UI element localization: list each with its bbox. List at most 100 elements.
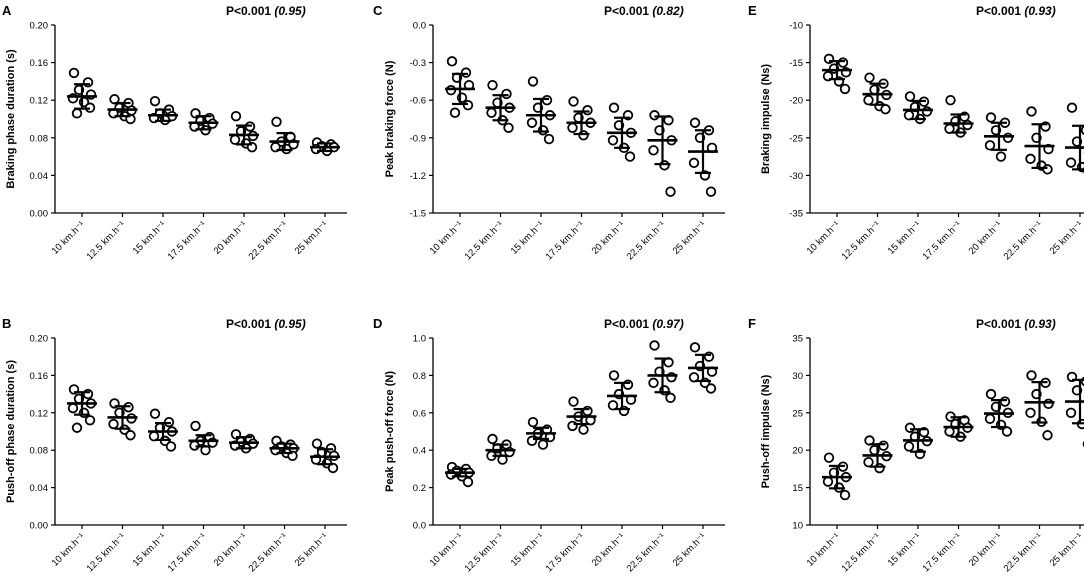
y-axis-label: Push-off phase duration (s) xyxy=(5,360,17,503)
data-point xyxy=(999,396,1011,407)
data-point xyxy=(904,422,916,433)
x-tick-label: 10 km.h⁻¹ xyxy=(50,531,87,568)
data-point xyxy=(823,452,835,463)
data-point xyxy=(449,107,461,118)
x-tick-label: 12.5 km.h⁻¹ xyxy=(840,531,883,574)
x-tick-label: 25 km.h⁻¹ xyxy=(671,531,708,568)
data-point xyxy=(622,379,634,390)
data-point xyxy=(904,91,916,102)
panel-f: F P<0.001 (0.93) 10 15 20 25 30 35 Push-off impu… xyxy=(748,316,1084,574)
data-point xyxy=(822,476,834,487)
y-tick-label: -25 xyxy=(789,133,803,144)
stat-annotation: P<0.001 (0.97) xyxy=(604,317,684,331)
x-tick-label: 12.5 km.h⁻¹ xyxy=(85,219,128,262)
x-tick-label: 17.5 km.h⁻¹ xyxy=(921,531,964,574)
panel-a: A P<0.001 (0.95) 0.00 0.04 0.08 0.12 0.16 0.20 B… xyxy=(2,3,347,262)
y-tick-label: 0.16 xyxy=(30,371,49,382)
data-point xyxy=(689,342,701,353)
x-tick-label: 20 km.h⁻¹ xyxy=(212,531,249,568)
data-point xyxy=(82,388,94,400)
y-tick-label: -0.6 xyxy=(410,96,426,107)
data-point xyxy=(67,402,79,414)
panel-letter: C xyxy=(373,3,383,18)
y-tick-label: 10 xyxy=(792,521,803,532)
data-point xyxy=(487,79,498,91)
data-point xyxy=(271,116,282,128)
y-axis-label: Peak push-off force (N) xyxy=(384,371,396,492)
x-tick-label: 25 km.h⁻¹ xyxy=(1048,531,1084,568)
data-point xyxy=(527,416,539,428)
y-axis-label: Push-off impulse (Ns) xyxy=(760,374,772,488)
data-point xyxy=(985,388,997,400)
x-tick-label: 22.5 km.h⁻¹ xyxy=(247,219,290,262)
y-axis-label: Peak braking force (N) xyxy=(384,60,396,177)
data-point xyxy=(82,77,94,88)
x-tick-label: 15 km.h⁻¹ xyxy=(131,531,168,568)
data-point xyxy=(903,441,915,452)
x-tick-label: 20 km.h⁻¹ xyxy=(590,219,627,256)
stat-annotation: P<0.001 (0.82) xyxy=(604,4,684,18)
data-point xyxy=(705,383,717,394)
effect-size: (0.95) xyxy=(274,317,305,331)
p-value: P<0.001 xyxy=(226,317,274,331)
effect-size: (0.97) xyxy=(652,317,683,331)
y-axis-label: Braking phase duration (s) xyxy=(5,49,17,189)
data-point xyxy=(149,95,161,107)
data-point xyxy=(648,377,659,389)
data-point xyxy=(945,94,956,106)
data-point xyxy=(1002,132,1014,144)
x-tick-label: 17.5 km.h⁻¹ xyxy=(544,219,587,262)
data-point xyxy=(567,122,578,133)
y-tick-label: 0.8 xyxy=(413,371,426,382)
y-tick-label: 0.6 xyxy=(413,408,426,419)
data-point xyxy=(503,122,514,133)
y-tick-label: 0.4 xyxy=(413,446,426,457)
x-tick-label: 25 km.h⁻¹ xyxy=(671,219,708,256)
data-point xyxy=(985,112,997,123)
data-point xyxy=(460,67,472,78)
data-point xyxy=(688,372,700,383)
x-tick-label: 22.5 km.h⁻¹ xyxy=(247,531,290,574)
data-point xyxy=(839,489,851,501)
data-point xyxy=(995,151,1007,162)
panel-letter: A xyxy=(2,3,12,18)
data-point xyxy=(984,413,996,424)
data-point xyxy=(149,408,161,419)
x-tick-label: 10 km.h⁻¹ xyxy=(50,219,87,256)
x-tick-label: 15 km.h⁻¹ xyxy=(509,219,546,256)
data-point xyxy=(526,117,538,128)
data-point xyxy=(537,439,549,450)
y-tick-label: 20 xyxy=(792,446,803,457)
y-tick-label: -0.9 xyxy=(410,133,426,144)
y-tick-label: 1.0 xyxy=(413,334,426,345)
data-point xyxy=(1001,426,1013,437)
x-tick-label: 20 km.h⁻¹ xyxy=(590,531,627,568)
x-tick-label: 12.5 km.h⁻¹ xyxy=(463,531,506,574)
p-value: P<0.001 xyxy=(976,317,1024,331)
data-point xyxy=(1042,164,1053,175)
data-point xyxy=(944,426,955,437)
data-point xyxy=(190,420,201,432)
y-tick-label: -30 xyxy=(789,171,803,182)
data-point xyxy=(607,135,619,146)
y-tick-label: 0.12 xyxy=(30,408,49,419)
x-tick-label: 17.5 km.h⁻¹ xyxy=(166,531,209,574)
data-point xyxy=(446,56,458,67)
data-point xyxy=(607,400,619,411)
data-point xyxy=(1025,407,1036,419)
data-point xyxy=(1026,106,1037,117)
stat-annotation: P<0.001 (0.93) xyxy=(976,4,1056,18)
x-tick-label: 12.5 km.h⁻¹ xyxy=(85,531,128,574)
x-tick-label: 25 km.h⁻¹ xyxy=(293,531,330,568)
data-point xyxy=(462,100,474,111)
y-tick-label: -10 xyxy=(789,21,803,32)
panel-b: B P<0.001 (0.95) 0.00 0.04 0.08 0.12 0.16 0.20 P… xyxy=(2,316,347,574)
data-point xyxy=(880,104,891,115)
data-point xyxy=(526,435,538,447)
y-tick-label: 0.08 xyxy=(30,446,49,457)
data-point xyxy=(543,133,555,145)
x-tick-label: 10 km.h⁻¹ xyxy=(805,531,842,568)
data-point xyxy=(648,145,659,156)
data-point xyxy=(864,72,875,83)
